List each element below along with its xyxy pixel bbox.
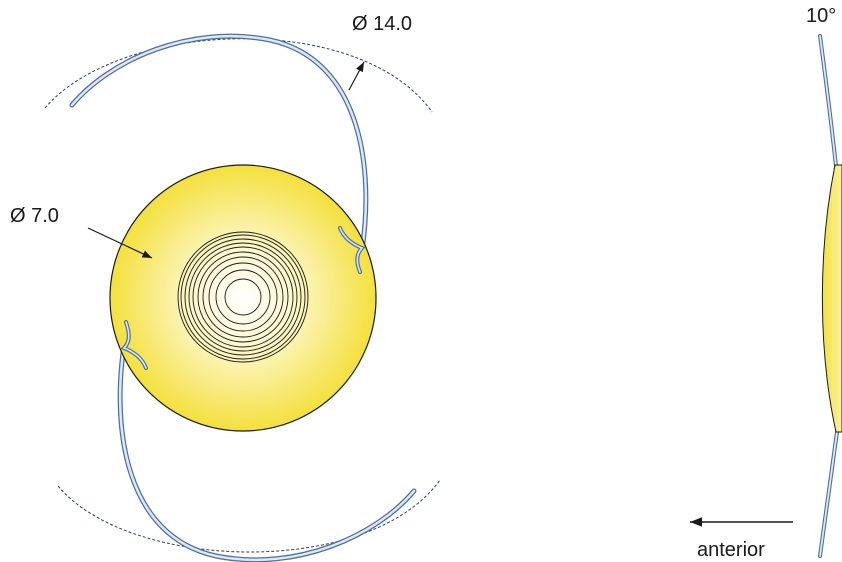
dimension-arrow xyxy=(87,227,153,259)
angle-label: 10° xyxy=(806,5,836,27)
diffractive-rings xyxy=(177,231,309,363)
haptic-junction-fill xyxy=(122,227,364,369)
dimension-arrow xyxy=(348,61,365,91)
outer-diameter-arc xyxy=(57,479,441,553)
side-view xyxy=(818,34,842,558)
direction-label: anterior xyxy=(697,539,765,561)
outer-diameter-arc xyxy=(44,38,433,113)
outer-diameter-label: Ø 14.0 xyxy=(352,13,412,35)
optic-diameter-label: Ø 7.0 xyxy=(10,205,59,227)
optic xyxy=(109,164,377,432)
haptic xyxy=(69,33,369,253)
haptic xyxy=(117,343,417,562)
